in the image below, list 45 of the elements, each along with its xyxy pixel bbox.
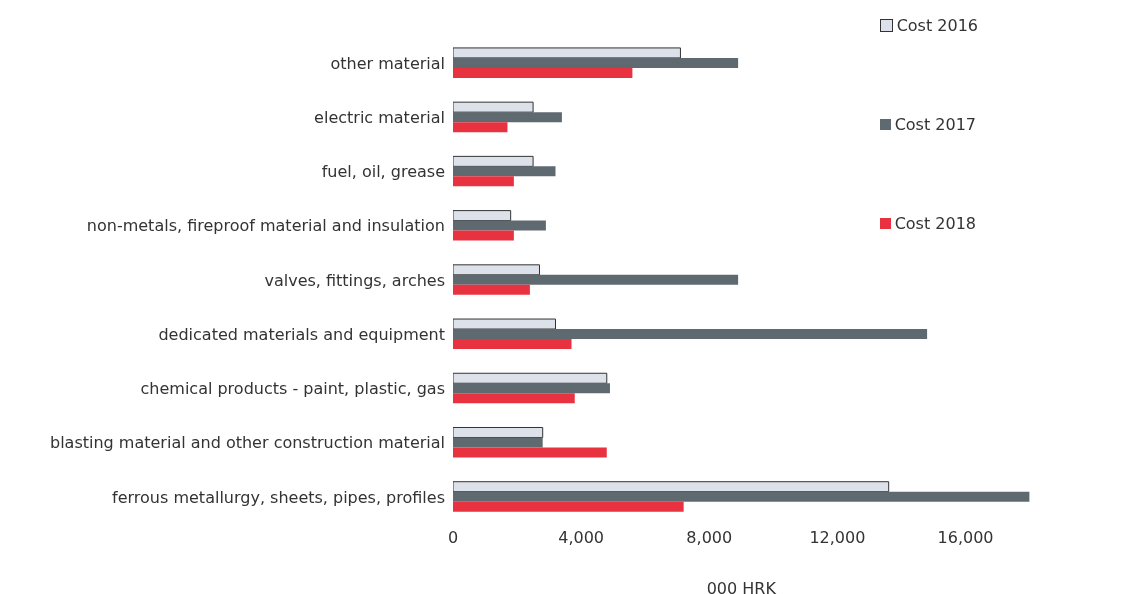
legend-label: Cost 2017 <box>894 115 976 134</box>
bar <box>453 481 890 493</box>
bar <box>453 220 546 231</box>
y-tick-label: electric material <box>314 108 445 128</box>
bar <box>453 230 514 241</box>
y-tick-label: other material <box>330 53 445 73</box>
legend-label: Cost 2016 <box>896 16 978 35</box>
bar <box>453 318 557 330</box>
y-tick-label: fuel, oil, grease <box>321 162 445 182</box>
y-tick-label: valves, fittings, arches <box>264 270 445 290</box>
x-tick-label: 0 <box>447 528 459 548</box>
y-tick-label: dedicated materials and equipment <box>158 324 445 344</box>
bar <box>453 447 607 458</box>
x-tick-label: 4,000 <box>558 528 605 548</box>
bar <box>453 339 572 350</box>
bar <box>453 67 633 78</box>
bar <box>453 437 543 448</box>
bar <box>453 329 928 340</box>
bar <box>453 101 534 113</box>
bar <box>453 122 508 133</box>
bar <box>453 210 512 222</box>
y-tick-label: ferrous metallurgy, sheets, pipes, profiles <box>112 487 445 507</box>
bar <box>453 393 575 404</box>
x-tick-label: 12,000 <box>809 528 866 548</box>
bar <box>453 426 544 438</box>
y-tick-label: chemical products - paint, plastic, gas <box>140 379 445 399</box>
bar <box>453 501 684 512</box>
x-axis-title: 000 HRK <box>706 579 777 594</box>
bar <box>453 491 1030 502</box>
legend-label: Cost 2018 <box>894 214 976 233</box>
bar <box>453 57 739 68</box>
bar <box>453 112 562 123</box>
bar <box>453 274 739 285</box>
bar <box>453 383 610 394</box>
bar <box>453 166 556 177</box>
bar <box>453 264 540 276</box>
bar <box>453 372 608 384</box>
x-tick-label: 8,000 <box>686 528 733 548</box>
y-tick-label: blasting material and other construction material <box>50 433 445 453</box>
bar <box>453 176 514 187</box>
x-tick-label: 16,000 <box>937 528 994 548</box>
bar <box>453 155 534 167</box>
y-tick-label: non-metals, fireproof material and insulation <box>86 216 445 236</box>
bar <box>453 284 530 295</box>
bar <box>453 47 681 59</box>
